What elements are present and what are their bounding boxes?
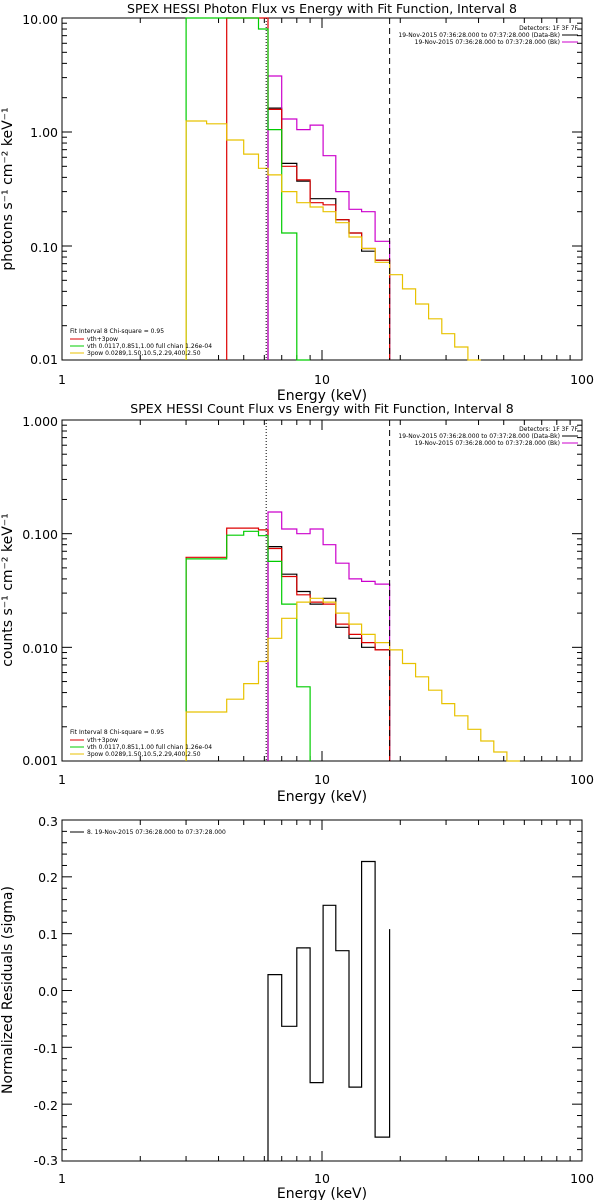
series-vth <box>185 17 311 361</box>
y-tick-label: -0.2 <box>34 1098 58 1113</box>
legend-bottom: Fit Interval 8 Chi-square = 0.95 vth+3po… <box>70 328 212 357</box>
photon-flux-panel: SPEX HESSI Photon Flux vs Energy with Fi… <box>0 1 594 404</box>
legend-top: Detectors: 1F 3F 7F 19-Nov-2015 07:36:28… <box>398 426 578 447</box>
x-tick-label: 100 <box>570 772 594 787</box>
series-vth-3pow <box>185 527 391 761</box>
y-tick-label: -0.1 <box>34 1041 58 1056</box>
series-data-bk <box>267 546 391 761</box>
series-vth-3pow <box>226 17 391 360</box>
legend-top: 8. 19-Nov-2015 07:36:28.000 to 07:37:28.… <box>70 829 226 836</box>
legend-text: 19-Nov-2015 07:36:28.000 to 07:37:28.000… <box>398 32 560 39</box>
y-axis-label: photons s⁻¹ cm⁻² keV⁻¹ <box>0 107 16 270</box>
x-tick-label: 1 <box>58 772 66 787</box>
y-tick-label: 0.100 <box>22 527 58 542</box>
y-tick-label: 0.01 <box>30 352 58 367</box>
series-bk <box>267 511 391 761</box>
y-tick-label: 0.0 <box>38 984 58 999</box>
chart-title: SPEX HESSI Count Flux vs Energy with Fit… <box>130 401 513 416</box>
x-tick-label: 1 <box>58 372 66 387</box>
series-8-19-nov-2015-07-36-28-000-to-07-37-28-000 <box>267 860 391 1161</box>
legend-text: vth+3pow <box>87 737 118 744</box>
y-tick-label: 1.00 <box>30 125 58 140</box>
legend-text: 8. 19-Nov-2015 07:36:28.000 to 07:37:28.… <box>87 829 226 836</box>
x-axis-label: Energy (keV) <box>277 1186 367 1200</box>
legend-text: vth+3pow <box>87 336 118 343</box>
y-tick-label: 0.10 <box>30 240 58 255</box>
legend-text: Detectors: 1F 3F 7F <box>519 426 578 433</box>
x-tick-label: 10 <box>314 372 330 387</box>
x-tick-label: 1 <box>58 1171 66 1186</box>
series-3pow <box>185 597 520 762</box>
count-flux-panel: SPEX HESSI Count Flux vs Energy with Fit… <box>0 401 594 805</box>
plot-frame <box>61 419 583 762</box>
series-bk <box>267 75 391 360</box>
y-tick-label: 1.000 <box>22 414 58 429</box>
legend-text: 19-Nov-2015 07:36:28.000 to 07:37:28.000… <box>415 440 560 447</box>
y-axis-label: Normalized Residuals (sigma) <box>0 886 16 1094</box>
legend-text: Fit Interval 8 Chi-square = 0.95 <box>70 328 164 335</box>
y-tick-label: 0.2 <box>38 870 58 885</box>
legend-text: 19-Nov-2015 07:36:28.000 to 07:37:28.000… <box>398 433 560 440</box>
x-tick-label: 100 <box>570 372 594 387</box>
legend-text: Fit Interval 8 Chi-square = 0.95 <box>70 729 164 736</box>
legend-text: vth 0.0117,0.851,1.00 full chian 1.26e-0… <box>87 343 212 350</box>
series-vth <box>185 530 311 761</box>
x-axis-label: Energy (keV) <box>277 789 367 805</box>
legend-bottom: Fit Interval 8 Chi-square = 0.95 vth+3po… <box>70 729 212 758</box>
y-tick-label: 0.3 <box>38 814 58 829</box>
plot-frame <box>61 819 583 1162</box>
x-tick-label: 100 <box>570 1171 594 1186</box>
x-tick-label: 10 <box>314 772 330 787</box>
residuals-panel: 0.3 0.2 0.1 0.0 -0.1 -0.2 -0.3 1 10 100 … <box>0 814 594 1200</box>
y-tick-label: 10.00 <box>22 12 58 27</box>
x-axis-label: Energy (keV) <box>277 388 367 404</box>
series-data-bk <box>267 107 391 360</box>
x-tick-label: 10 <box>314 1171 330 1186</box>
y-axis-label: counts s⁻¹ cm⁻² keV⁻¹ <box>0 513 16 667</box>
y-tick-label: 0.001 <box>22 753 58 768</box>
legend-text: 3pow 0.0289,1.50,10.5,2.29,400,2.50 <box>87 751 201 758</box>
legend-text: 19-Nov-2015 07:36:28.000 to 07:37:28.000… <box>415 39 560 46</box>
legend-text: Detectors: 1F 3F 7F <box>519 25 578 32</box>
legend-text: 3pow 0.0289,1.50,10.5,2.29,400,2.50 <box>87 350 201 357</box>
legend-text: vth 0.0117,0.851,1.00 full chian 1.26e-0… <box>87 744 212 751</box>
legend-top: Detectors: 1F 3F 7F 19-Nov-2015 07:36:28… <box>398 25 578 46</box>
y-tick-label: 0.1 <box>38 927 58 942</box>
y-tick-label: -0.3 <box>34 1153 58 1168</box>
plot-frame <box>61 17 583 361</box>
series-3pow <box>185 120 481 361</box>
y-tick-label: 0.010 <box>22 641 58 656</box>
chart-title: SPEX HESSI Photon Flux vs Energy with Fi… <box>127 1 517 16</box>
